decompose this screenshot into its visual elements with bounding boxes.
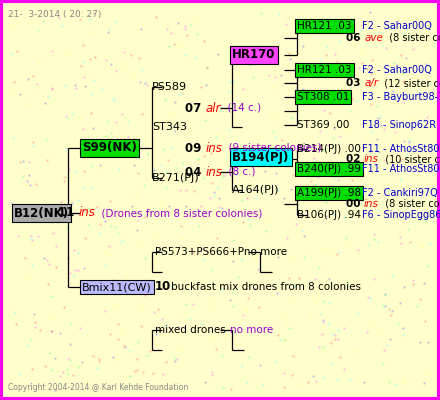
Text: ST369 .00: ST369 .00 [297, 120, 349, 130]
Text: ins: ins [364, 154, 379, 164]
Text: PS589: PS589 [152, 82, 187, 92]
Text: B214(PJ) .00: B214(PJ) .00 [297, 144, 361, 154]
Text: 10: 10 [155, 280, 171, 294]
Text: (8 sister colonies): (8 sister colonies) [379, 199, 440, 209]
Text: F18 - Sinop62R: F18 - Sinop62R [362, 120, 436, 130]
Text: ins: ins [205, 142, 222, 154]
Text: F2 - Sahar00Q: F2 - Sahar00Q [362, 65, 432, 75]
Text: 11: 11 [58, 206, 78, 220]
Text: (10 sister colonies): (10 sister colonies) [379, 154, 440, 164]
Text: 04: 04 [185, 166, 205, 178]
Text: F3 - Bayburt98-3R: F3 - Bayburt98-3R [362, 92, 440, 102]
Text: HR170: HR170 [232, 48, 275, 62]
Text: PS573+PS666+Pno more: PS573+PS666+Pno more [155, 247, 287, 257]
Text: F11 - AthosSt80R: F11 - AthosSt80R [362, 144, 440, 154]
Text: ST308 .01: ST308 .01 [297, 92, 349, 102]
Text: A199(PJ) .98: A199(PJ) .98 [297, 188, 361, 198]
Text: B271(PJ): B271(PJ) [152, 173, 200, 183]
Text: ave: ave [364, 33, 383, 43]
Text: F11 - AthosSt80R: F11 - AthosSt80R [362, 164, 440, 174]
Text: 06: 06 [346, 33, 364, 43]
Text: (12 sister colonies): (12 sister colonies) [378, 78, 440, 88]
Text: (Drones from 8 sister colonies): (Drones from 8 sister colonies) [95, 208, 263, 218]
Text: F6 - SinopEgg86R: F6 - SinopEgg86R [362, 210, 440, 220]
Text: B12(NK): B12(NK) [14, 206, 69, 220]
Text: ins: ins [205, 166, 222, 178]
Text: (9 sister colonies): (9 sister colonies) [222, 143, 322, 153]
Text: 03: 03 [346, 78, 364, 88]
Text: buckfast mix drones from 8 colonies: buckfast mix drones from 8 colonies [171, 282, 361, 292]
Text: a/r: a/r [364, 78, 378, 88]
Text: (8 c.): (8 c.) [222, 167, 256, 177]
Text: 09: 09 [185, 142, 205, 154]
Text: Bmix11(CW): Bmix11(CW) [82, 282, 152, 292]
Text: 07: 07 [185, 102, 205, 114]
Text: HR121 .03: HR121 .03 [297, 21, 352, 31]
Text: ST343: ST343 [152, 122, 187, 132]
Text: no more: no more [230, 325, 273, 335]
Text: 21-  3-2014 ( 20: 27): 21- 3-2014 ( 20: 27) [8, 10, 101, 19]
Text: 02: 02 [346, 154, 364, 164]
Text: mixed drones: mixed drones [155, 325, 226, 335]
Text: S99(NK): S99(NK) [82, 142, 137, 154]
Text: HR121 .03: HR121 .03 [297, 65, 352, 75]
Text: B240(PJ) .99: B240(PJ) .99 [297, 164, 361, 174]
Text: (14 c.): (14 c.) [221, 103, 261, 113]
Text: (8 sister colonies): (8 sister colonies) [383, 33, 440, 43]
Text: A164(PJ): A164(PJ) [232, 185, 279, 195]
Text: F2 - Sahar00Q: F2 - Sahar00Q [362, 21, 432, 31]
Text: ins: ins [78, 206, 95, 220]
Text: 00: 00 [346, 199, 364, 209]
Text: ins: ins [364, 199, 379, 209]
Text: B106(PJ) .94: B106(PJ) .94 [297, 210, 361, 220]
Text: F2 - Cankiri97Q: F2 - Cankiri97Q [362, 188, 438, 198]
Text: Copyright 2004-2014 @ Karl Kehde Foundation: Copyright 2004-2014 @ Karl Kehde Foundat… [8, 383, 188, 392]
Text: B194(PJ): B194(PJ) [232, 150, 290, 164]
Text: alr: alr [205, 102, 221, 114]
